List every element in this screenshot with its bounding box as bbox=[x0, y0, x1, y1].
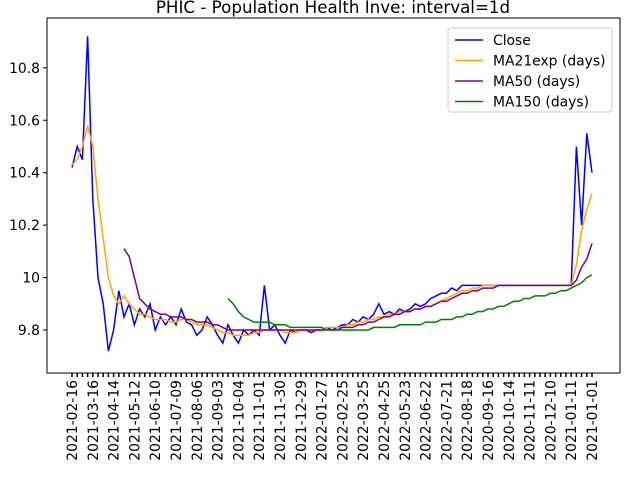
x-tick-label: 2021-08-06 bbox=[190, 380, 206, 461]
x-tick-label: 2020-09-16 bbox=[481, 380, 497, 461]
x-tick-label: 2021-12-29 bbox=[294, 380, 310, 461]
legend-label: MA50 (days) bbox=[493, 74, 580, 90]
x-tick-label: 2021-05-12 bbox=[127, 380, 143, 461]
legend-label: MA21exp (days) bbox=[493, 54, 606, 70]
x-tick-label: 2021-07-09 bbox=[169, 380, 185, 461]
x-tick-label: 2020-11-11 bbox=[523, 380, 539, 461]
x-tick-label: 2022-05-23 bbox=[398, 380, 414, 461]
x-tick-label: 2022-04-25 bbox=[377, 380, 393, 461]
chart-title: PHIC - Population Health Inve: interval=… bbox=[156, 0, 510, 17]
x-tick-label: 2022-01-27 bbox=[315, 380, 331, 461]
x-tick-label: 2020-10-14 bbox=[502, 380, 518, 461]
y-tick-label: 9.8 bbox=[18, 323, 40, 339]
x-tick-label: 2021-11-01 bbox=[252, 380, 268, 461]
y-tick-label: 10.4 bbox=[9, 166, 40, 182]
x-tick-label: 2022-06-22 bbox=[419, 380, 435, 461]
legend-label: MA150 (days) bbox=[493, 95, 589, 111]
x-tick-label: 2021-06-10 bbox=[148, 380, 164, 461]
x-tick-label: 2021-02-16 bbox=[65, 380, 81, 461]
x-tick-label: 2022-07-21 bbox=[439, 380, 455, 461]
x-tick-label: 2022-03-25 bbox=[356, 380, 372, 461]
x-tick-label: 2021-11-30 bbox=[273, 380, 289, 461]
series-line bbox=[227, 274, 593, 331]
x-tick-label: 2021-04-14 bbox=[107, 380, 123, 461]
y-tick-label: 10 bbox=[22, 271, 40, 287]
series-line bbox=[123, 243, 593, 331]
x-tick-label: 2021-09-03 bbox=[211, 380, 227, 461]
x-tick-label: 2020-12-10 bbox=[543, 380, 559, 461]
y-tick-label: 10.8 bbox=[9, 61, 40, 77]
x-tick-label: 2022-08-18 bbox=[460, 380, 476, 461]
legend-label: Close bbox=[493, 33, 531, 49]
x-tick-label: 2021-10-04 bbox=[231, 380, 247, 461]
x-tick-label: 2021-03-16 bbox=[86, 380, 102, 461]
x-tick-label: 2021-01-01 bbox=[585, 380, 601, 461]
x-tick-label: 2021-01-11 bbox=[564, 380, 580, 461]
y-tick-label: 10.6 bbox=[9, 113, 40, 129]
y-tick-label: 10.2 bbox=[9, 218, 40, 234]
x-tick-label: 2022-02-25 bbox=[335, 380, 351, 461]
plot-frame bbox=[46, 17, 621, 374]
legend-box bbox=[447, 27, 613, 113]
